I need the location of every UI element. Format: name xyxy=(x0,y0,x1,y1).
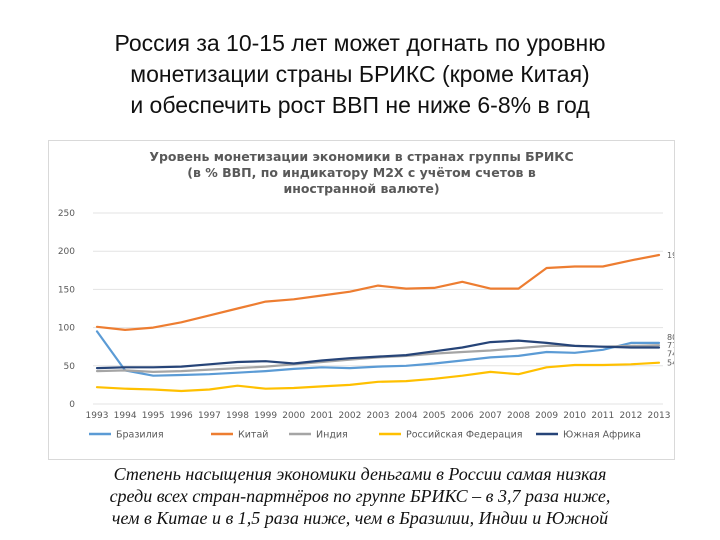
x-tick-label: 2000 xyxy=(282,411,305,421)
y-tick-label: 50 xyxy=(64,362,76,372)
x-tick-label: 2005 xyxy=(423,411,446,421)
slide-title-line: и обеспечить рост ВВП не ниже 6-8% в год xyxy=(130,92,590,118)
series-end-label: 77 xyxy=(667,341,674,350)
caption-line: Степень насыщения экономики деньгами в Р… xyxy=(113,464,607,484)
x-tick-label: 2009 xyxy=(535,411,558,421)
x-tick-label: 2006 xyxy=(451,411,474,421)
series-line xyxy=(95,330,661,377)
series-line xyxy=(95,361,661,393)
legend-label: Российская Федерация xyxy=(406,430,523,441)
legend-label: Китай xyxy=(238,430,268,441)
y-tick-label: 150 xyxy=(58,285,75,295)
x-tick-label: 2008 xyxy=(507,411,530,421)
x-tick-label: 1997 xyxy=(198,411,221,421)
chart-title-line: (в % ВВП, по индикатору M2X с учётом сче… xyxy=(187,165,536,180)
x-tick-label: 2011 xyxy=(591,411,614,421)
x-tick-label: 1994 xyxy=(114,411,137,421)
x-tick-label: 1993 xyxy=(86,411,109,421)
y-tick-label: 100 xyxy=(58,324,75,334)
x-tick-label: 2002 xyxy=(338,411,361,421)
series-end-label: 74 xyxy=(667,349,674,358)
chart-title: Уровень монетизации экономики в странах … xyxy=(49,149,674,197)
legend-label: Южная Африка xyxy=(563,430,641,441)
x-tick-label: 2010 xyxy=(563,411,586,421)
series-line xyxy=(95,339,661,370)
series-line xyxy=(95,344,661,373)
y-tick-label: 0 xyxy=(69,400,75,410)
legend-label: Бразилия xyxy=(116,430,164,441)
y-tick-label: 250 xyxy=(58,209,75,219)
series-end-label: 54 xyxy=(667,359,674,368)
slide-title-line: монетизации страны БРИКС (кроме Китая) xyxy=(130,61,590,87)
chart-title-line: иностранной валюте) xyxy=(283,181,440,196)
caption-line: среди всех стран-партнёров по группе БРИ… xyxy=(109,486,611,506)
x-tick-label: 2013 xyxy=(648,411,671,421)
chart-title-line: Уровень монетизации экономики в странах … xyxy=(149,149,574,164)
line-chart: 0 50 100 150 200 250 1993 1994 1995 1996 1997 1998 1… xyxy=(58,209,674,441)
x-tick-label: 2007 xyxy=(479,411,502,421)
x-tick-label: 2004 xyxy=(395,411,418,421)
legend-label: Индия xyxy=(316,430,348,441)
x-tick-label: 1995 xyxy=(142,411,165,421)
y-tick-label: 200 xyxy=(58,247,75,257)
slide-title: Россия за 10-15 лет может догнать по уро… xyxy=(0,28,720,121)
x-tick-label: 1998 xyxy=(226,411,249,421)
x-tick-label: 1996 xyxy=(170,411,193,421)
series-end-label: 195 xyxy=(667,251,674,260)
chart-frame: Уровень монетизации экономики в странах … xyxy=(48,140,675,460)
x-tick-label: 2012 xyxy=(619,411,642,421)
x-tick-label: 2003 xyxy=(367,411,390,421)
series-end-label: 80 xyxy=(667,333,674,342)
x-tick-label: 2001 xyxy=(310,411,333,421)
series-line xyxy=(95,253,661,331)
slide-title-line: Россия за 10-15 лет может догнать по уро… xyxy=(114,30,606,56)
slide-caption: Степень насыщения экономики деньгами в Р… xyxy=(0,463,720,529)
caption-line: чем в Китае и в 1,5 раза ниже, чем в Бра… xyxy=(111,508,609,528)
x-tick-label: 1999 xyxy=(254,411,277,421)
